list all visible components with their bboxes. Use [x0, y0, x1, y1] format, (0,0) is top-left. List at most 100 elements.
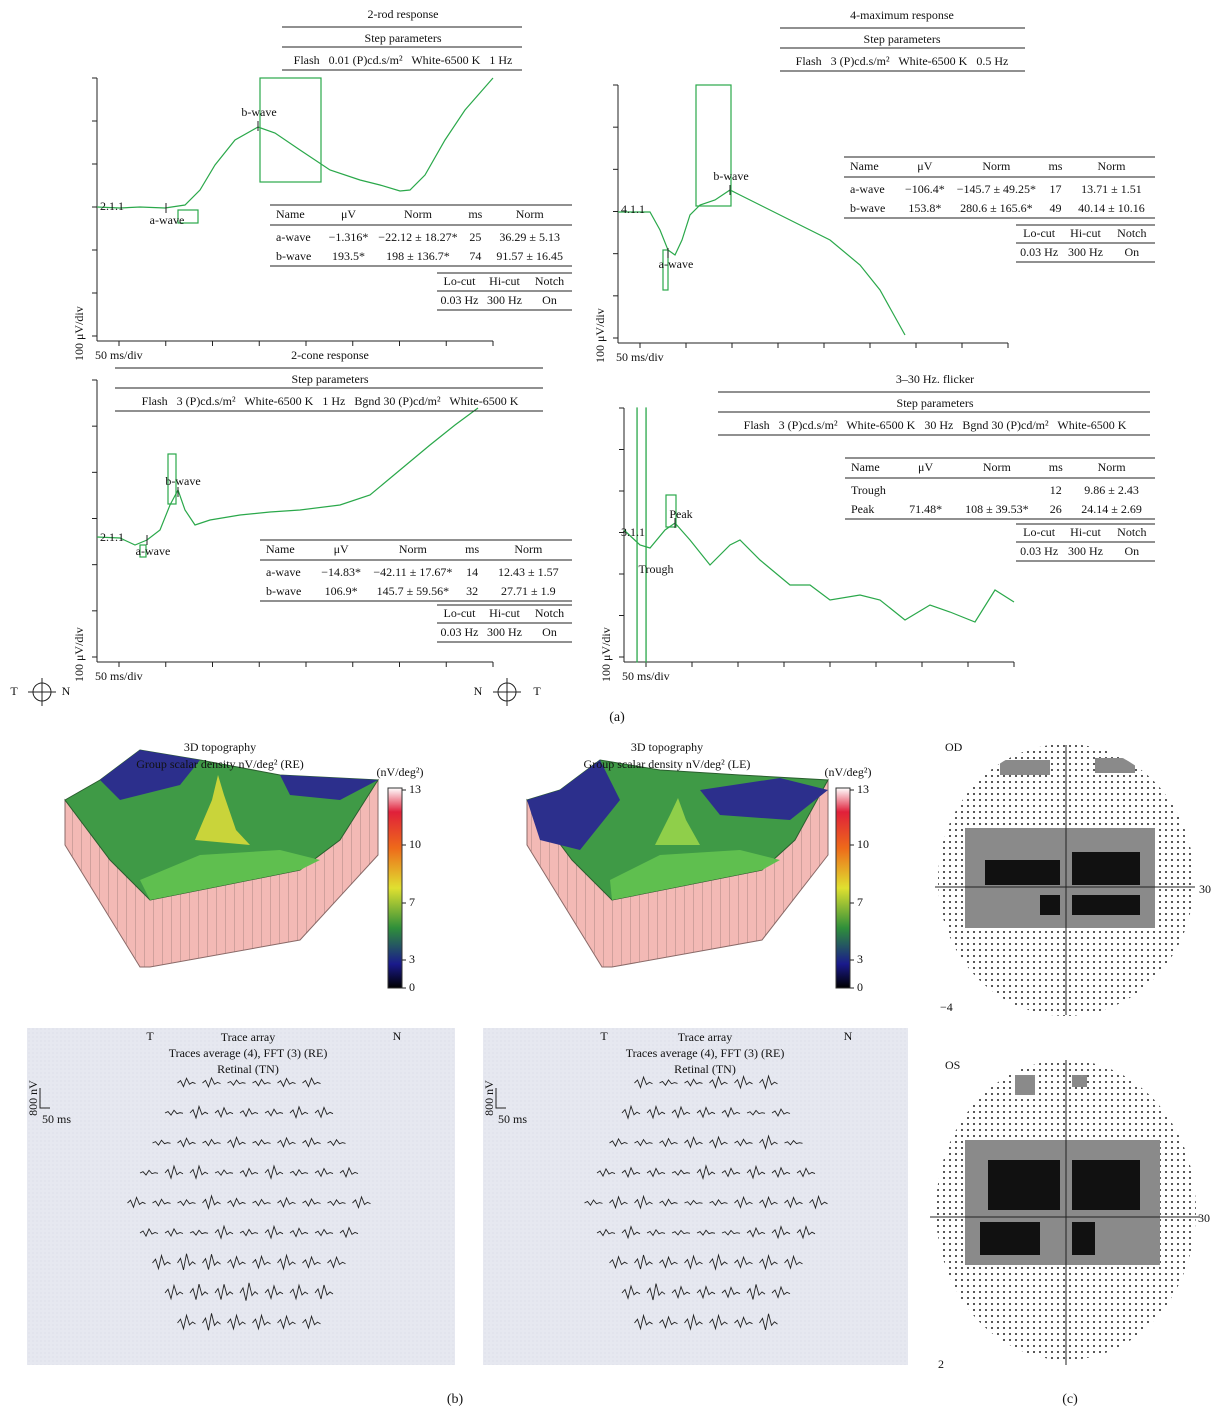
y-scale: 100 μV/div	[72, 306, 86, 361]
step-title: Step parameters	[292, 372, 369, 386]
filter-cell: 0.03 Hz	[441, 625, 479, 639]
filter-cell: On	[1124, 544, 1139, 558]
step-parameters: Flash 3 (P)cd.s/m² White-6500 K 0.5 Hz	[796, 54, 1009, 68]
filter-cell: 300 Hz	[487, 625, 522, 639]
filter-cell: 300 Hz	[1068, 245, 1103, 259]
step-title: Step parameters	[897, 396, 974, 410]
table-cell: Trough	[851, 483, 886, 497]
table-cell: Peak	[851, 502, 874, 516]
orientation-label: T	[10, 684, 18, 698]
step-parameters: Flash 3 (P)cd.s/m² White-6500 K 30 Hz Bg…	[744, 418, 1127, 432]
table-cell: b-wave	[266, 584, 301, 598]
table-cell: b-wave	[276, 249, 311, 263]
response-title: 2-cone response	[291, 348, 369, 362]
table-cell: −106.4*	[905, 182, 945, 196]
x-scale: 50 ms/div	[95, 669, 143, 683]
table-header: μV	[917, 159, 932, 173]
trace-array-background	[483, 1028, 908, 1365]
table-cell: 74	[469, 249, 481, 263]
filter-header: Lo-cut	[1023, 226, 1056, 240]
table-header: Norm	[399, 542, 428, 556]
x-scale: 50 ms/div	[95, 348, 143, 362]
colorbar-label: 3	[857, 952, 863, 966]
table-header: Name	[276, 207, 305, 221]
wave-label: b-wave	[165, 474, 200, 488]
filter-header: Hi-cut	[1070, 525, 1101, 539]
table-header: Norm	[514, 542, 543, 556]
colorbar-label: 7	[857, 895, 863, 909]
side-label: N	[844, 1029, 853, 1043]
table-cell: a-wave	[850, 182, 885, 196]
table-cell: −145.7 ± 49.25*	[957, 182, 1036, 196]
table-cell: 13.71 ± 1.51	[1081, 182, 1142, 196]
wave-label: b-wave	[241, 105, 276, 119]
colorbar-unit: (nV/deg²)	[825, 765, 872, 779]
table-cell: 32	[466, 584, 478, 598]
eye-label: OD	[945, 740, 963, 754]
filter-header: Notch	[535, 606, 564, 620]
filter-header: Notch	[1117, 226, 1146, 240]
erg-trace	[624, 523, 1014, 622]
field-edge-label: 30	[1199, 882, 1211, 896]
table-header: Norm	[1098, 460, 1127, 474]
table-header: Name	[266, 542, 295, 556]
table-cell: 40.14 ± 10.16	[1078, 201, 1145, 215]
table-cell: −22.12 ± 18.27*	[378, 230, 457, 244]
table-cell: 27.71 ± 1.9	[501, 584, 556, 598]
step-title: Step parameters	[864, 32, 941, 46]
filter-header: Notch	[1117, 525, 1146, 539]
filter-cell: 300 Hz	[487, 293, 522, 307]
table-cell: 153.8*	[908, 201, 941, 215]
table-cell: −14.83*	[321, 565, 361, 579]
topography-subtitle: Group scalar density nV/deg² (LE)	[584, 757, 751, 771]
filter-header: Lo-cut	[1023, 525, 1056, 539]
wave-label: a-wave	[659, 257, 694, 271]
scale-time: 50 ms	[42, 1112, 71, 1126]
filter-cell: 0.03 Hz	[1020, 544, 1058, 558]
table-cell: 145.7 ± 59.56*	[377, 584, 450, 598]
scale-amplitude: 800 nV	[482, 1080, 496, 1116]
table-header: μV	[918, 460, 933, 474]
table-cell: 280.6 ± 165.6*	[960, 201, 1033, 215]
filter-header: Lo-cut	[444, 274, 477, 288]
table-header: ms	[1049, 460, 1063, 474]
response-title: 4-maximum response	[850, 8, 954, 22]
step-parameters: Flash 0.01 (P)cd.s/m² White-6500 K 1 Hz	[294, 53, 513, 67]
filter-header: Hi-cut	[1070, 226, 1101, 240]
side-label: T	[146, 1029, 154, 1043]
colorbar-label: 7	[409, 895, 415, 909]
filter-cell: 0.03 Hz	[1020, 245, 1058, 259]
panel-label: (c)	[1062, 1392, 1078, 1407]
colorbar	[388, 788, 402, 988]
eye-label: OS	[945, 1058, 960, 1072]
field-corner-label: −4	[940, 1000, 953, 1014]
colorbar-label: 0	[409, 980, 415, 994]
figure: (a) (b) (c) 2.1.1a-waveb-wave2-rod respo…	[0, 0, 1213, 1416]
step-title: Step parameters	[365, 31, 442, 45]
table-cell: −1.316*	[329, 230, 369, 244]
colorbar-label: 13	[409, 782, 421, 796]
cursor-box	[260, 78, 321, 182]
trace-array-title: Trace array	[678, 1030, 733, 1044]
field-corner-label: 2	[938, 1357, 944, 1371]
table-cell: a-wave	[276, 230, 311, 244]
marker: 2.1.1	[100, 530, 124, 544]
filter-cell: 300 Hz	[1068, 544, 1103, 558]
table-header: ms	[1048, 159, 1062, 173]
orientation-label: N	[62, 684, 71, 698]
x-scale: 50 ms/div	[622, 669, 670, 683]
filter-header: Hi-cut	[489, 606, 520, 620]
marker: 3.1.1	[621, 525, 645, 539]
table-cell: 71.48*	[909, 502, 942, 516]
table-header: Name	[850, 159, 879, 173]
y-scale: 100 μV/div	[599, 627, 613, 682]
y-scale: 100 μV/div	[593, 308, 607, 363]
colorbar-label: 13	[857, 782, 869, 796]
table-header: Name	[851, 460, 880, 474]
trace-array-title: Trace array	[221, 1030, 276, 1044]
step-parameters: Flash 3 (P)cd.s/m² White-6500 K 1 Hz Bgn…	[142, 394, 519, 408]
cursor-box	[696, 85, 731, 206]
table-header: ms	[465, 542, 479, 556]
trace-array-subtitle: Traces average (4), FFT (3) (RE)	[169, 1046, 328, 1060]
table-cell: b-wave	[850, 201, 885, 215]
